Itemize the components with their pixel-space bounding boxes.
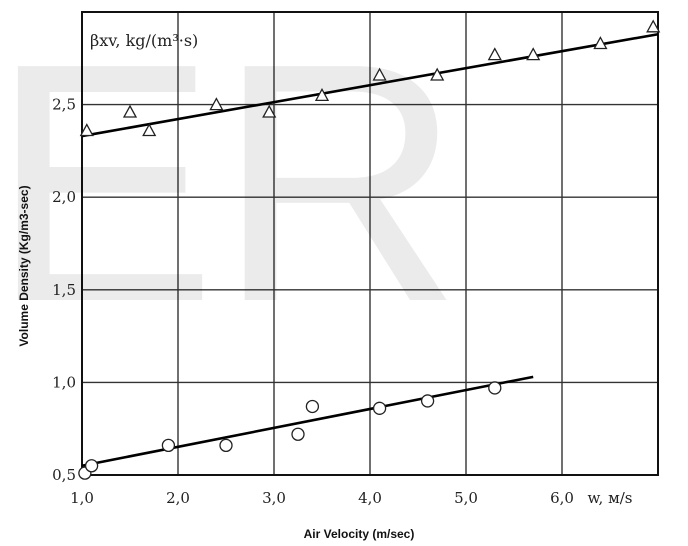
triangle-marker [487,47,502,61]
x-tick-label: 1,0 [70,489,94,507]
circle-marker [420,394,435,408]
triangle-marker [262,104,277,118]
triangle-marker [593,36,608,50]
circle-marker [161,438,176,453]
fit-line [81,375,534,468]
x-tick-labels: 1,0 2,0 3,0 4,0 5,0 6,0 [70,489,574,507]
triangle-marker [209,97,224,111]
triangle-marker [314,87,330,101]
fit-line [81,32,659,138]
triangle-marker [430,67,445,81]
x-tick-label: 3,0 [262,489,286,507]
circle-marker [219,438,233,453]
circle-marker [488,381,502,395]
watermark-text: ER [0,0,462,373]
y-tick-labels: 0,5 1,0 1,5 2,0 2,5 [52,96,76,484]
y-unit-annotation: βxv, kg/(m³·s) [90,31,198,50]
y-tick-label: 2,0 [52,188,76,206]
data-points [78,19,661,480]
y-tick-label: 2,5 [52,96,76,114]
x-unit-annotation: w, м/s [587,489,632,507]
x-tick-label: 6,0 [550,489,574,507]
triangle-marker [122,104,138,118]
y-axis-title: Volume Density (Kg/m3-sec) [17,185,31,346]
circle-marker [305,399,320,414]
triangle-marker [526,47,541,61]
triangle-marker [142,123,157,137]
circle-marker [84,459,99,473]
y-tick-label: 1,0 [52,373,76,391]
x-tick-label: 2,0 [166,489,190,507]
circle-marker [372,401,387,415]
plot-frame [81,11,659,476]
triangle-marker [646,19,661,33]
fit-lines [81,32,659,468]
x-tick-label: 5,0 [454,489,478,507]
circle-marker [291,427,305,441]
triangle-marker [372,67,387,81]
x-tick-label: 4,0 [358,489,382,507]
x-axis-title: Air Velocity (m/sec) [304,527,415,541]
y-tick-label: 1,5 [52,281,76,299]
y-tick-label: 0,5 [52,466,76,484]
triangle-marker [79,123,94,137]
